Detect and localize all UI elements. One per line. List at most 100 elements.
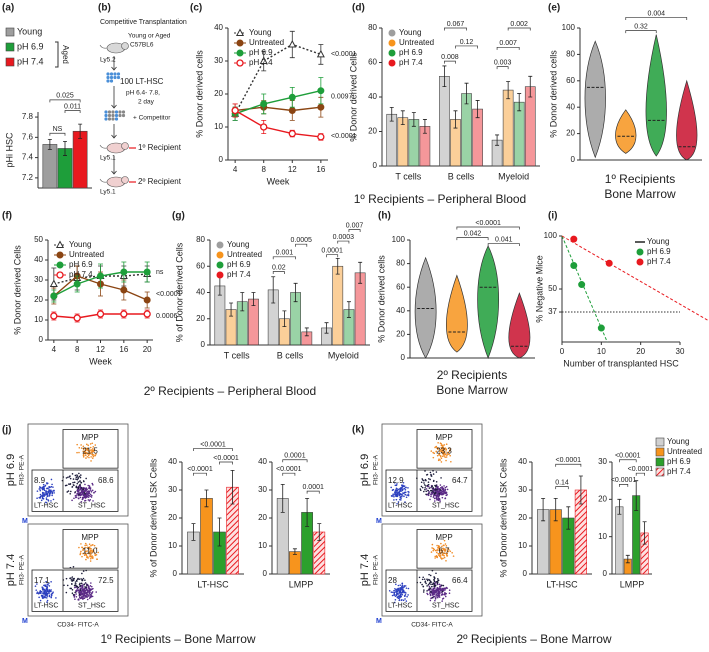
event-dot [446,493,448,496]
event-dot [441,452,444,454]
event-dot [43,493,46,496]
violin [584,40,606,159]
event-dot [79,483,81,486]
event-dot [444,591,446,594]
event-dot [39,489,42,492]
event-dot [437,590,439,593]
y-tick-label: 20 [396,330,405,339]
event-dot [65,477,68,479]
event-dot [74,582,77,585]
error-bar [389,106,394,122]
event-dot [441,553,444,556]
significance-bracket [295,243,308,247]
event-dot [84,544,86,547]
y-tick-label: 60 [196,261,205,270]
event-dot [45,497,48,499]
event-dot [432,549,435,552]
event-dot [46,495,49,497]
event-dot [86,452,89,455]
point [231,106,239,115]
significance-bracket [456,237,489,241]
x-axis-label: Week [267,176,290,186]
event-dot [448,592,451,595]
caption: 2º Recipients – Peripheral Blood [144,384,316,398]
y-tick-label: 20 [34,295,43,304]
event-dot [82,456,85,458]
event-dot [436,493,439,495]
event-dot [90,544,92,547]
error-bar [566,506,571,530]
event-dot [438,549,440,552]
event-dot [88,543,91,546]
event-dot [87,595,89,597]
cell [107,110,112,114]
flow-x-axis: CD34- FITC-A [411,622,453,629]
event-dot [45,501,47,504]
event-dot [92,455,95,458]
event-dot [399,498,401,501]
event-dot [87,454,90,457]
event-dot [84,542,87,545]
event-dot [401,590,404,593]
event-dot [75,593,77,595]
event-dot [44,595,47,597]
event-dot [88,591,90,593]
event-dot [84,493,86,495]
significance-bracket [455,45,478,49]
y-tick-label: 20 [168,513,177,522]
event-dot [71,576,74,578]
event-dot [82,448,85,451]
point [578,281,586,289]
arrow [111,86,117,109]
gate-name: LT-HSC [34,603,58,610]
category-label: B cells [448,171,475,181]
point [49,279,58,287]
event-dot [41,487,44,489]
event-dot [40,494,43,497]
caption: 1º Recipients – Peripheral Blood [354,192,526,206]
legend-marker [636,248,644,256]
bar [502,89,514,167]
mouse-tail [99,178,108,183]
event-dot [423,484,426,486]
event-dot [393,601,396,604]
flow-corner: M [376,618,382,625]
event-dot [439,455,442,458]
event-dot [48,495,51,497]
event-dot [423,589,425,591]
event-dot [53,492,55,494]
error-bar [47,138,52,150]
annotation: <0.0001 [615,453,641,460]
event-dot [437,459,440,462]
legend-marker [235,28,245,36]
event-dot [89,552,91,555]
event-dot [48,592,50,595]
significance-bracket [619,484,629,487]
event-dot [90,585,93,588]
event-dot [436,580,439,583]
event-dot [90,582,92,584]
event-dot [41,596,44,599]
event-dot [394,494,396,496]
event-dot [38,486,41,488]
event-dot [388,590,391,592]
significance-bracket [64,110,81,113]
event-dot [81,555,83,558]
error-bar [63,140,67,156]
event-dot [91,489,94,492]
violin [676,79,698,161]
event-dot [394,484,397,487]
event-dot [89,554,91,556]
event-dot [50,594,53,597]
legend-marker [216,251,224,259]
arrow [111,56,117,71]
event-dot [401,589,404,591]
gate-mpp [416,529,473,569]
event-dot [90,555,93,558]
cell [121,113,126,118]
cell [116,75,121,80]
event-dot [50,478,53,481]
event-dot [431,492,434,495]
event-dot [434,590,437,592]
legend-label: Untreated [249,38,284,47]
